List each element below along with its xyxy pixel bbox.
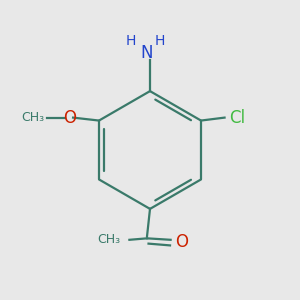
Text: CH₃: CH₃ — [21, 111, 44, 124]
Text: CH₃: CH₃ — [98, 233, 121, 246]
Text: O: O — [63, 109, 76, 127]
Text: Cl: Cl — [229, 109, 245, 127]
Text: H: H — [126, 34, 136, 48]
Text: O: O — [175, 233, 188, 251]
Text: N: N — [141, 44, 153, 62]
Text: H: H — [155, 34, 166, 48]
